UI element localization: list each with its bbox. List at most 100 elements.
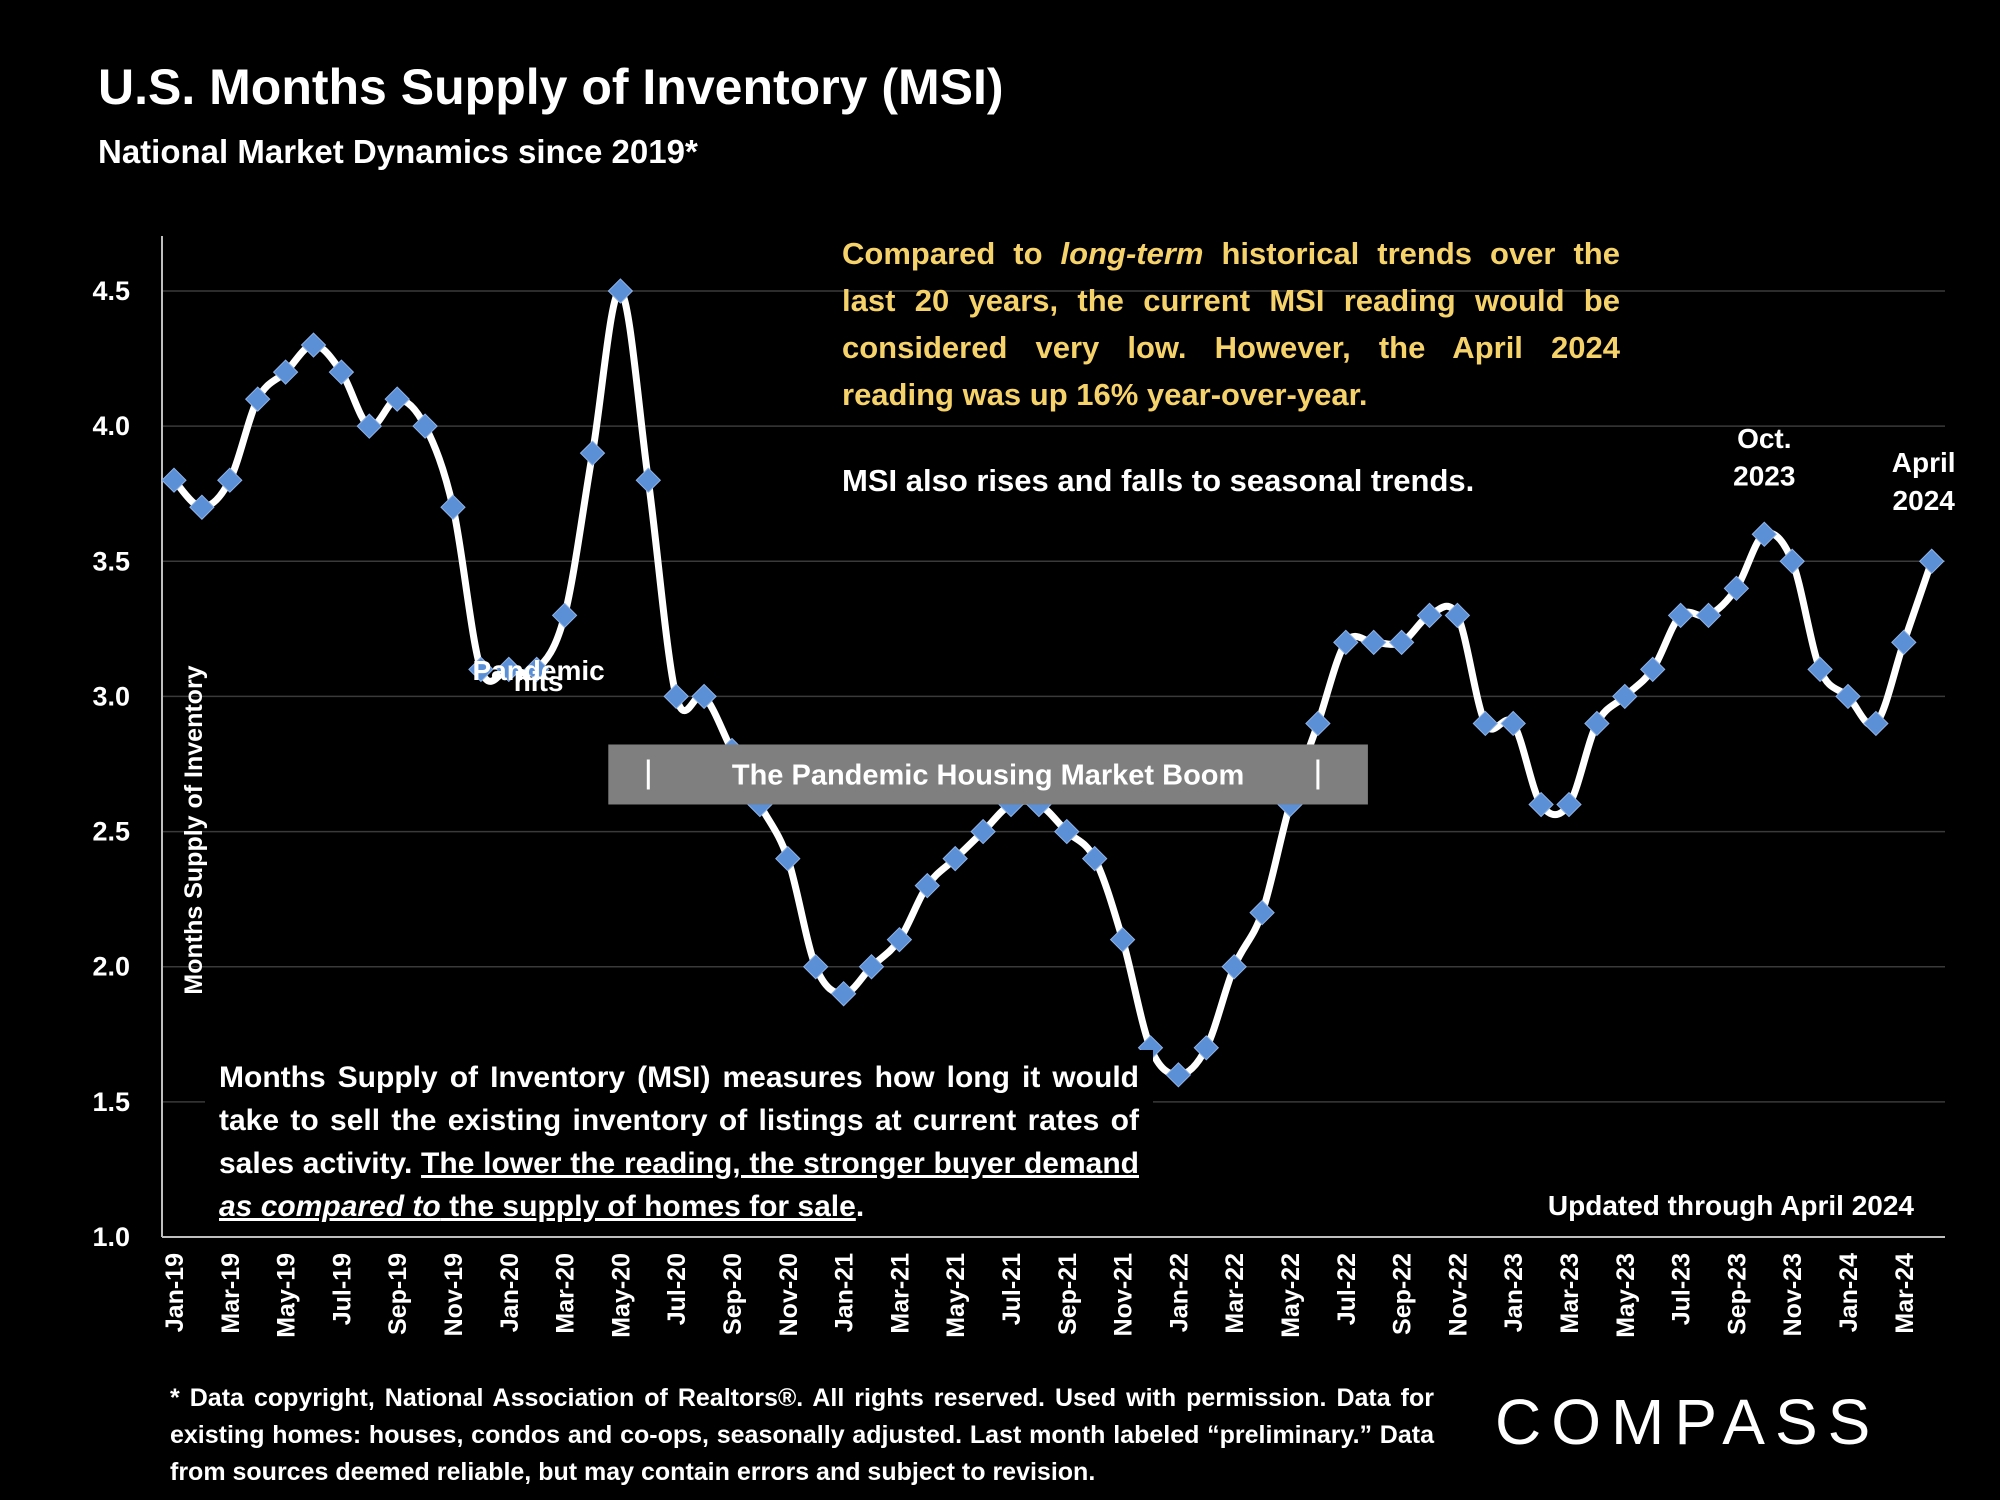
data-point bbox=[496, 656, 522, 683]
x-tick-label: Jul-23 bbox=[1668, 1253, 1696, 1325]
data-point bbox=[607, 278, 634, 304]
data-point bbox=[1639, 656, 1666, 683]
data-point bbox=[886, 926, 913, 953]
page-title: U.S. Months Supply of Inventory (MSI) bbox=[98, 59, 1004, 115]
callout-part1: Compared to bbox=[842, 236, 1061, 271]
page-subtitle: National Market Dynamics since 2019* bbox=[98, 133, 698, 170]
y-tick-label: 4.0 bbox=[92, 411, 130, 441]
data-point bbox=[635, 467, 662, 493]
x-tick-label: Mar-22 bbox=[1221, 1253, 1249, 1334]
x-tick-label: Sep-23 bbox=[1723, 1253, 1751, 1335]
updated-note: Updated through April 2024 bbox=[1547, 1190, 1914, 1221]
data-point bbox=[1723, 575, 1750, 602]
x-tick-label: Nov-21 bbox=[1110, 1253, 1138, 1336]
pandemic-boom-banner: The Pandemic Housing Market Boom bbox=[608, 744, 1368, 805]
data-point bbox=[1556, 791, 1582, 818]
x-tick-label: Jan-22 bbox=[1165, 1253, 1193, 1332]
x-tick-label: Sep-20 bbox=[719, 1253, 747, 1335]
x-tick-label: Mar-19 bbox=[217, 1253, 245, 1334]
data-point bbox=[1109, 926, 1136, 953]
data-point bbox=[691, 683, 717, 710]
definition-underline2: the supply of homes for sale bbox=[440, 1190, 856, 1223]
x-tick-label: Jul-19 bbox=[328, 1253, 356, 1325]
definition-part1: Months Supply of Inventory (MSI) measure… bbox=[219, 1061, 1139, 1180]
x-tick-label: May-23 bbox=[1612, 1253, 1640, 1338]
data-point bbox=[328, 359, 355, 385]
data-point bbox=[356, 413, 383, 439]
data-point bbox=[1667, 602, 1694, 629]
x-tick-label: Sep-22 bbox=[1389, 1253, 1417, 1335]
definition-underline-italic: as compared to bbox=[219, 1190, 441, 1223]
msi-definition: Months Supply of Inventory (MSI) measure… bbox=[205, 1050, 1153, 1234]
data-point bbox=[412, 413, 438, 439]
y-tick-label: 4.5 bbox=[92, 276, 130, 306]
data-point bbox=[1165, 1062, 1192, 1088]
x-tick-label: Jan-23 bbox=[1500, 1253, 1528, 1332]
data-point bbox=[1249, 899, 1275, 926]
data-point bbox=[1444, 602, 1471, 629]
x-tick-label: Mar-21 bbox=[886, 1253, 914, 1334]
x-tick-label: Nov-22 bbox=[1444, 1253, 1472, 1336]
data-point bbox=[1751, 521, 1778, 547]
data-point bbox=[189, 494, 215, 520]
data-point bbox=[1807, 656, 1833, 683]
data-point bbox=[802, 953, 829, 980]
x-tick-label: May-22 bbox=[1277, 1253, 1305, 1338]
data-point bbox=[1835, 683, 1861, 710]
data-point bbox=[942, 845, 968, 872]
data-point bbox=[384, 386, 410, 412]
data-point bbox=[300, 332, 327, 358]
data-point bbox=[1360, 629, 1387, 656]
msi-series bbox=[161, 278, 1945, 1088]
y-tick-label: 3.0 bbox=[92, 681, 130, 711]
data-point bbox=[1081, 845, 1108, 872]
banner-box bbox=[608, 744, 1368, 805]
data-point bbox=[1528, 791, 1554, 818]
x-tick-label: May-21 bbox=[942, 1253, 970, 1338]
data-point bbox=[217, 467, 243, 493]
data-point bbox=[1891, 629, 1917, 656]
data-point bbox=[272, 359, 299, 385]
x-tick-label: Nov-20 bbox=[775, 1253, 803, 1336]
data-point bbox=[551, 602, 578, 629]
compass-logo: COMPASS bbox=[1495, 1386, 1881, 1458]
data-point bbox=[468, 656, 494, 683]
data-point bbox=[1500, 710, 1526, 737]
annotation-label: 2024 bbox=[1893, 485, 1956, 516]
annotation-label: April bbox=[1892, 447, 1956, 478]
seasonal-note: MSI also rises and falls to seasonal tre… bbox=[842, 463, 1475, 498]
data-point bbox=[1612, 683, 1638, 710]
x-tick-label: Jan-21 bbox=[831, 1253, 859, 1332]
data-point bbox=[523, 656, 550, 683]
x-tick-label: Sep-19 bbox=[384, 1253, 412, 1335]
x-tick-label: Nov-23 bbox=[1779, 1253, 1807, 1336]
data-point bbox=[914, 872, 941, 899]
annotation-label: 2023 bbox=[1733, 461, 1795, 492]
x-tick-label: Mar-23 bbox=[1556, 1253, 1584, 1334]
x-tick-label: Mar-20 bbox=[552, 1253, 580, 1334]
footnote: * Data copyright, National Association o… bbox=[170, 1384, 1434, 1486]
data-point bbox=[1918, 548, 1945, 575]
x-tick-label: Jan-24 bbox=[1835, 1253, 1863, 1332]
data-point bbox=[858, 953, 885, 980]
x-tick-label: May-20 bbox=[607, 1253, 635, 1338]
annotation-label: hits bbox=[514, 666, 564, 697]
x-tick-label: Jan-19 bbox=[161, 1253, 189, 1332]
data-point bbox=[1388, 629, 1415, 656]
x-tick-labels: Jan-19 Mar-19 May-19 Jul-19 Sep-19 Nov-19 Jan-… bbox=[161, 1253, 1919, 1338]
data-point bbox=[244, 386, 271, 412]
x-tick-label: Mar-24 bbox=[1891, 1253, 1919, 1334]
data-point bbox=[579, 440, 606, 466]
callout-text: Compared to long-term historical trends … bbox=[842, 230, 1620, 418]
data-point bbox=[1695, 602, 1722, 629]
data-point bbox=[440, 494, 466, 520]
data-point bbox=[775, 845, 801, 872]
data-point bbox=[1054, 818, 1080, 845]
data-point bbox=[1305, 710, 1331, 737]
data-point bbox=[1193, 1035, 1220, 1061]
y-tick-label: 2.5 bbox=[92, 817, 130, 847]
definition-underline1: The lower the reading, the stronger buye… bbox=[421, 1147, 1139, 1180]
y-tick-label: 3.5 bbox=[92, 546, 130, 576]
definition-end: . bbox=[855, 1190, 865, 1223]
